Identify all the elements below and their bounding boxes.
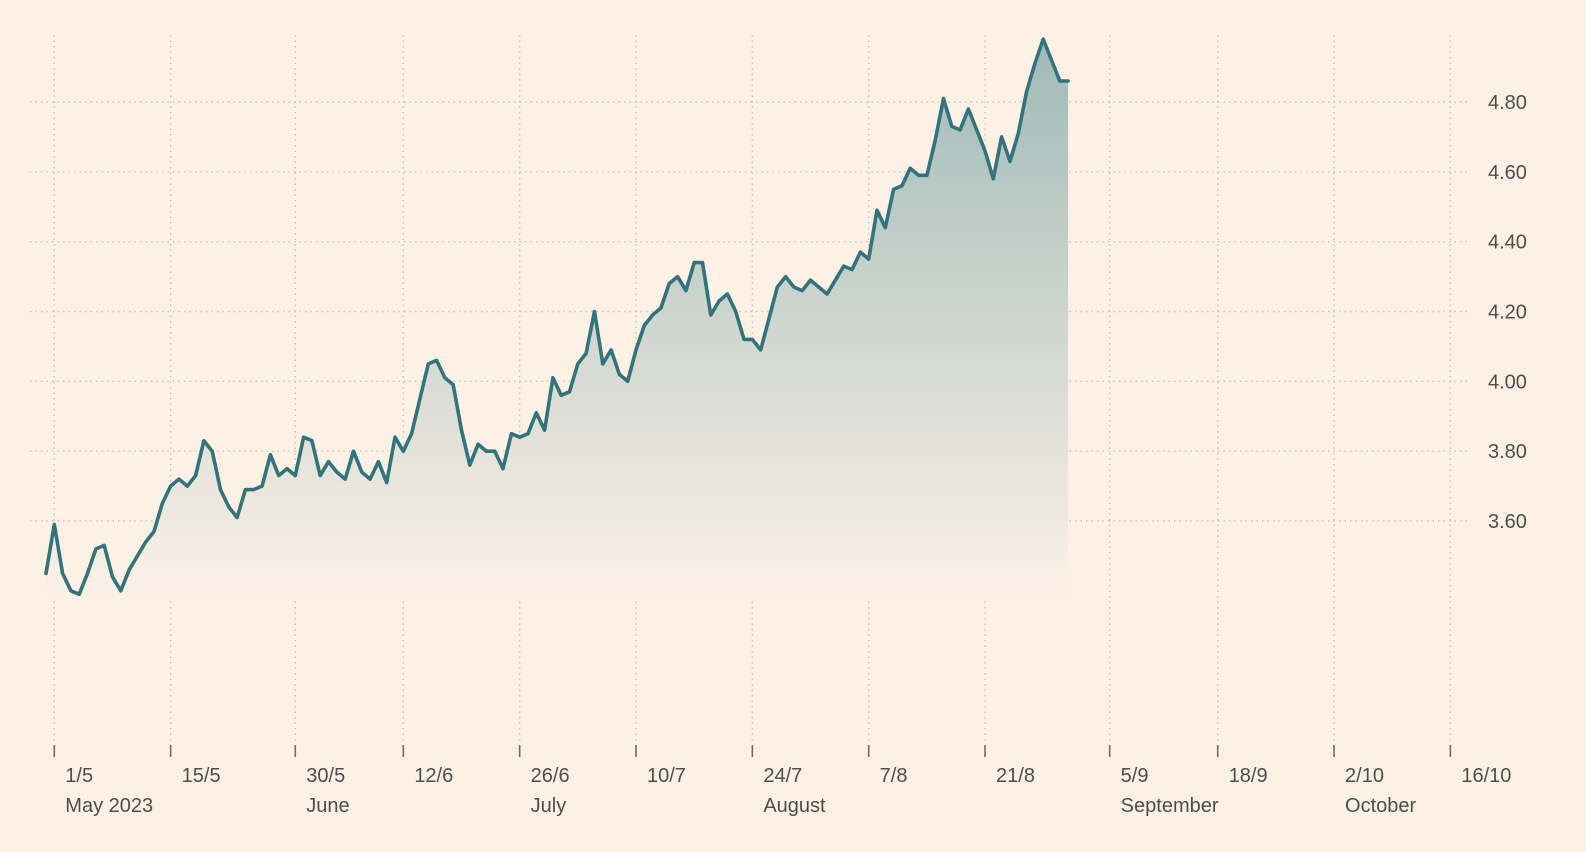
x-tick-label: 10/7 bbox=[647, 765, 686, 787]
month-label: August bbox=[763, 795, 826, 817]
month-label: October bbox=[1345, 795, 1416, 817]
month-labels: May 2023 June July August September October bbox=[65, 795, 1416, 817]
x-tick-label: 1/5 bbox=[65, 765, 93, 787]
gridlines bbox=[30, 35, 1470, 757]
series-line bbox=[44, 37, 1070, 597]
x-tick-label: 2/10 bbox=[1345, 765, 1384, 787]
y-tick-label: 3.60 bbox=[1488, 511, 1527, 533]
y-tick-label: 4.80 bbox=[1488, 92, 1527, 114]
x-tick-label: 5/9 bbox=[1121, 765, 1149, 787]
y-tick-label: 4.20 bbox=[1488, 302, 1527, 324]
month-label: July bbox=[531, 795, 567, 817]
area-fill bbox=[46, 39, 1069, 601]
y-tick-label: 4.40 bbox=[1488, 232, 1527, 254]
y-tick-label: 3.80 bbox=[1488, 441, 1527, 463]
x-axis-labels: 1/5 15/5 30/5 12/6 26/6 10/7 24/7 7/8 21/8 5/9 18/… bbox=[65, 765, 1511, 787]
x-tick-label: 12/6 bbox=[414, 765, 453, 787]
y-tick-label: 4.60 bbox=[1488, 162, 1527, 184]
x-tick-label: 30/5 bbox=[306, 765, 345, 787]
y-axis-labels: 3.60 3.80 4.00 4.20 4.40 4.60 4.80 bbox=[1488, 92, 1527, 533]
x-tick-label: 15/5 bbox=[182, 765, 221, 787]
x-tick-label: 26/6 bbox=[531, 765, 570, 787]
month-label: September bbox=[1121, 795, 1219, 817]
x-tick-label: 7/8 bbox=[880, 765, 908, 787]
x-tick-label: 24/7 bbox=[763, 765, 802, 787]
x-tick-label: 18/9 bbox=[1229, 765, 1268, 787]
month-label: May 2023 bbox=[65, 795, 153, 817]
x-tick-label: 16/10 bbox=[1461, 765, 1511, 787]
y-tick-label: 4.00 bbox=[1488, 371, 1527, 393]
x-tick-label: 21/8 bbox=[996, 765, 1035, 787]
month-label: June bbox=[306, 795, 349, 817]
